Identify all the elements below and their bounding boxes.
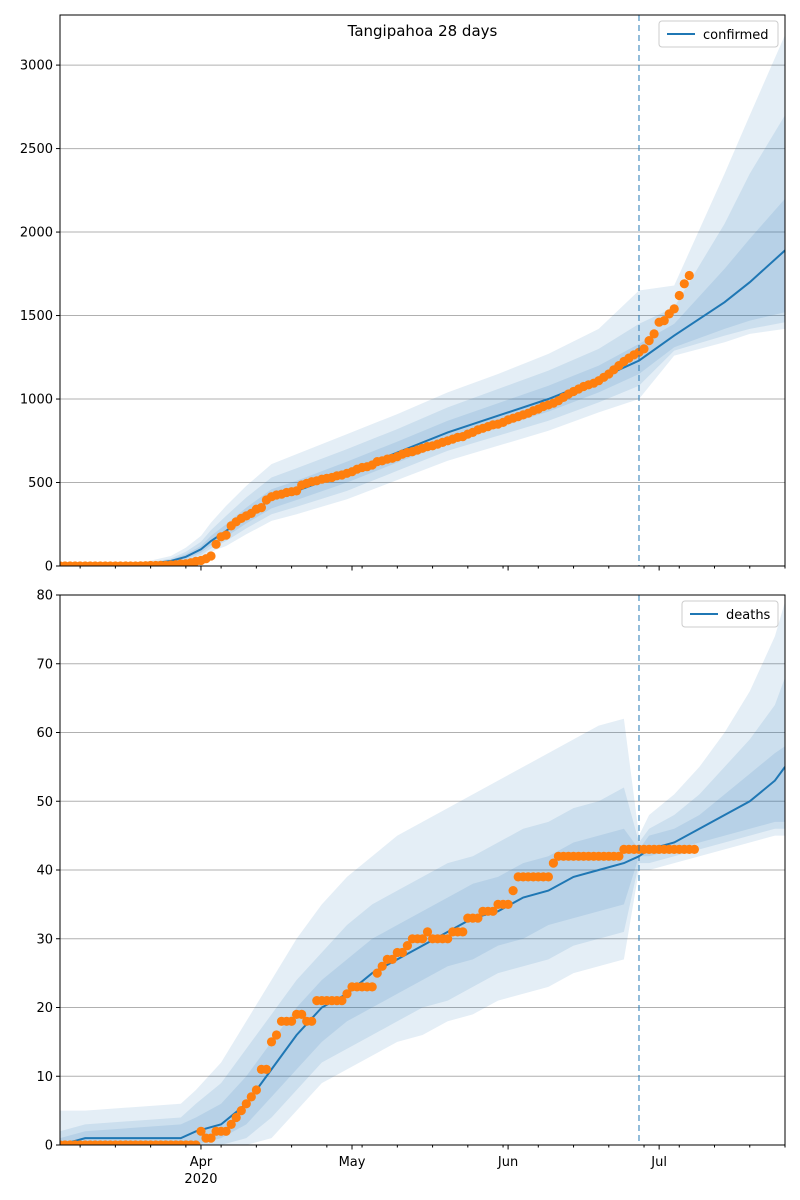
confirmed-y-axis: 0 500 1000 1500 2000 2500 3000: [20, 59, 60, 575]
deaths-observed-point: [307, 1016, 317, 1026]
deaths-observed-point: [236, 1106, 246, 1116]
confirmed-ytick-label: 2500: [20, 142, 53, 157]
deaths-ytick-label: 60: [36, 726, 53, 741]
xtick-label-jul: Jul: [650, 1155, 667, 1170]
deaths-observed-point: [251, 1085, 261, 1095]
confirmed-panel: 0 500 1000 1500 2000 2500 3000 Tangipahoa 28 d…: [20, 0, 786, 575]
xtick-sublabel-year: 2020: [184, 1172, 217, 1187]
confirmed-legend-box: [658, 20, 779, 48]
chart-title: Tangipahoa 28 days: [347, 22, 498, 40]
confirmed-plot-frame: [59, 14, 786, 567]
confirmed-observed-point: [690, 0, 699, 5]
xtick-label-may: May: [339, 1155, 366, 1170]
deaths-ytick-label: 50: [36, 795, 53, 810]
confirmed-x-axis: [79, 566, 786, 571]
deaths-observed-point: [387, 954, 397, 965]
confirmed-legend-label: confirmed: [703, 28, 769, 43]
confirmed-observed-point: [206, 551, 216, 561]
deaths-bands: [60, 601, 785, 1145]
confirmed-observed-point: [639, 344, 649, 354]
deaths-observed-point: [543, 872, 554, 882]
deaths-observed-point: [422, 927, 433, 937]
deaths-x-axis: Apr 2020 May Jun Jul: [79, 1145, 786, 1187]
confirmed-ytick-label: 0: [45, 560, 53, 575]
deaths-observed-point: [417, 934, 428, 944]
deaths-band-mid: [60, 677, 785, 1145]
confirmed-observed-point: [649, 329, 659, 339]
deaths-legend-box: [681, 600, 779, 628]
deaths-observed-point: [377, 961, 387, 971]
deaths-observed-point: [458, 927, 468, 937]
deaths-observed-point: [443, 934, 453, 944]
deaths-observed-point: [337, 996, 347, 1006]
xtick-label-apr: Apr: [190, 1155, 213, 1170]
deaths-observed-point: [246, 1092, 256, 1102]
deaths-observed-point: [372, 968, 382, 978]
deaths-observed: [60, 844, 700, 1145]
confirmed-observed-point: [211, 539, 221, 549]
deaths-observed-point: [503, 899, 513, 910]
deaths-observed-point: [266, 1037, 277, 1047]
confirmed-band-outer: [60, 35, 785, 566]
deaths-observed-point: [342, 989, 352, 999]
confirmed-ytick-label: 1500: [20, 309, 53, 324]
deaths-observed-point: [206, 1133, 216, 1143]
confirmed-bands: [60, 35, 785, 566]
deaths-observed-point: [287, 1016, 297, 1026]
deaths-observed-point: [488, 906, 498, 916]
deaths-observed-point: [231, 1112, 241, 1123]
confirmed-ytick-label: 3000: [20, 59, 53, 74]
deaths-legend-label: deaths: [726, 608, 771, 623]
deaths-ytick-label: 80: [36, 589, 53, 604]
deaths-observed-point: [397, 947, 407, 958]
deaths-observed-point: [191, 1140, 201, 1145]
deaths-observed-point: [508, 886, 518, 896]
deaths-ytick-label: 20: [36, 1001, 53, 1016]
confirmed-band-mid: [60, 115, 785, 566]
deaths-observed-point: [226, 1119, 236, 1129]
confirmed-legend: confirmed: [658, 20, 779, 48]
confirmed-observed: [60, 0, 699, 566]
deaths-observed-point: [614, 851, 624, 861]
deaths-observed-point: [261, 1064, 271, 1074]
confirmed-ytick-label: 2000: [20, 226, 53, 241]
deaths-ytick-label: 0: [45, 1139, 53, 1154]
confirmed-grid: [60, 64, 785, 567]
deaths-observed-point: [402, 941, 412, 951]
deaths-legend: deaths: [681, 600, 779, 628]
deaths-observed-point: [473, 913, 483, 923]
deaths-ytick-label: 30: [36, 932, 53, 947]
confirmed-observed-point: [659, 316, 669, 326]
confirmed-ytick-label: 1000: [20, 393, 53, 408]
deaths-observed-point: [241, 1099, 251, 1109]
deaths-observed-point: [221, 1126, 231, 1136]
deaths-observed-point: [367, 982, 377, 992]
deaths-observed-point: [689, 844, 700, 855]
xtick-label-jun: Jun: [497, 1155, 518, 1170]
confirmed-observed-point: [669, 304, 679, 314]
deaths-observed-point: [271, 1030, 282, 1040]
confirmed-band-inner: [60, 198, 785, 566]
deaths-ytick-label: 10: [36, 1070, 53, 1085]
confirmed-observed-point: [679, 279, 689, 289]
deaths-observed-point: [548, 858, 559, 868]
deaths-observed-point: [196, 1126, 206, 1136]
deaths-ytick-label: 70: [36, 657, 53, 672]
deaths-ytick-label: 40: [36, 864, 53, 879]
confirmed-ytick-label: 500: [28, 476, 53, 491]
confirmed-observed-point: [674, 290, 684, 301]
confirmed-observed-point: [256, 503, 266, 513]
deaths-y-axis: 0 10 20 30 40 50 60 70 80: [36, 589, 60, 1154]
confirmed-observed-point: [684, 270, 694, 281]
deaths-panel: 0 10 20 30 40 50 60 70 80 Apr 2020 May Jun Jul death…: [36, 589, 786, 1187]
confirmed-observed-point: [221, 530, 231, 540]
deaths-observed-point: [297, 1009, 307, 1020]
confirmed-observed-point: [644, 336, 654, 346]
deaths-band-outer: [60, 601, 785, 1145]
